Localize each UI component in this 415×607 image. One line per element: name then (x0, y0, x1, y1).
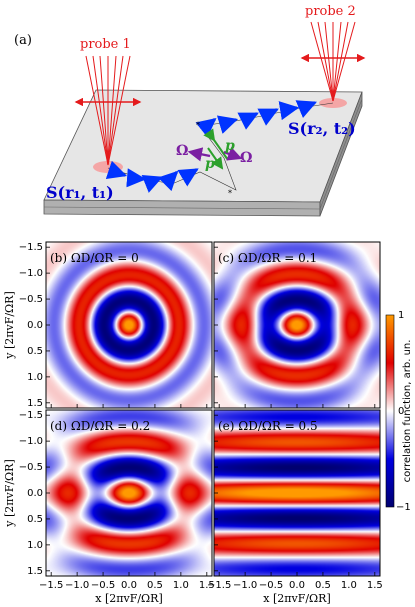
x-tick-label: −1.5 (39, 580, 63, 591)
panel-e-label: (e) ΩD/ΩR = 0.5 (218, 419, 318, 433)
x-tick-label: 1.0 (341, 580, 357, 591)
x-axis-label-right: x [2πvF/ΩR] (263, 592, 330, 605)
svg-text:*: * (196, 121, 200, 130)
y-tick-label: −0.5 (19, 294, 43, 305)
heatmap-e: (e) ΩD/ΩR = 0.5 (213, 409, 381, 577)
momentum-arrows: p p Ω Ω (176, 128, 252, 172)
panel-b-label: (b) ΩD/ΩR = 0 (50, 251, 139, 265)
x-tick-label: 0.0 (121, 580, 137, 591)
spin-label-2: S(r₂, t₂) (288, 119, 356, 138)
x-tick-label: −0.5 (259, 580, 283, 591)
panel-d-label: (d) ΩD/ΩR = 0.2 (50, 419, 150, 433)
y-tick-label: 0.5 (27, 346, 43, 357)
omega-label-2: Ω (240, 150, 252, 166)
colorbar-bottom: −1 (396, 502, 411, 513)
y-tick-label: −0.5 (19, 462, 43, 473)
x-tick-label: 1.0 (173, 580, 189, 591)
spin-arrows (105, 100, 317, 193)
x-tick-label: 0.0 (289, 580, 305, 591)
probe-2: probe 2 (300, 4, 366, 108)
heatmap-b: (b) ΩD/ΩR = 0 (45, 241, 213, 409)
heatmap-d: (d) ΩD/ΩR = 0.2 (45, 409, 213, 577)
y-tick-label: −1.0 (19, 436, 43, 447)
colorbar-label: correlation function, arb. un. (402, 340, 413, 483)
omega-label-1: Ω (176, 143, 188, 159)
colorbar-top: 1 (398, 310, 404, 321)
probe-2-label: probe 2 (305, 4, 356, 19)
y-axis-label-top: y [2πvF/ΩR] (3, 291, 16, 359)
panel-a-label: (a) (14, 33, 32, 48)
colorbar: 1 0 −1 correlation function, arb. un. (385, 310, 413, 513)
axis-ticks: 1.51.00.50.0−0.5−1.0−1.5−1.51.5−1.01.0−0… (19, 242, 383, 591)
y-tick-label: 0.0 (27, 488, 43, 499)
y-tick-label: −1.0 (19, 268, 43, 279)
x-tick-label: 0.5 (147, 580, 163, 591)
x-tick-label: −1.0 (65, 580, 89, 591)
y-tick-label: 1.0 (27, 372, 43, 383)
y-tick-label: 0.0 (27, 320, 43, 331)
x-axis-label-left: x [2πvF/ΩR] (95, 592, 162, 605)
heatmap-c: (c) ΩD/ΩR = 0.1 (213, 241, 381, 409)
p-label-1: p (205, 156, 215, 172)
x-tick-label: −0.5 (91, 580, 115, 591)
y-tick-label: 1.0 (27, 540, 43, 551)
y-tick-label: 0.5 (27, 514, 43, 525)
y-tick-label: −1.5 (19, 242, 43, 253)
x-tick-label: 1.5 (367, 580, 383, 591)
x-tick-label: 0.5 (315, 580, 331, 591)
y-tick-label: 1.5 (27, 566, 43, 577)
spin-label-1: S(r₁, t₁) (46, 183, 114, 202)
y-tick-label: −1.5 (19, 410, 43, 421)
svg-text:*: * (228, 189, 232, 198)
x-tick-label: −1.5 (207, 580, 231, 591)
schematic-panel: (a) probe 1 (14, 4, 366, 217)
p-label-2: p (225, 138, 235, 154)
colorbar-mid: 0 (398, 406, 404, 417)
x-tick-label: 1.5 (199, 580, 215, 591)
probe-1-label: probe 1 (80, 37, 131, 52)
y-axis-label-bottom: y [2πvF/ΩR] (3, 459, 16, 527)
x-tick-label: −1.0 (233, 580, 257, 591)
panel-c-label: (c) ΩD/ΩR = 0.1 (218, 251, 317, 265)
y-tick-label: 1.5 (27, 398, 43, 409)
